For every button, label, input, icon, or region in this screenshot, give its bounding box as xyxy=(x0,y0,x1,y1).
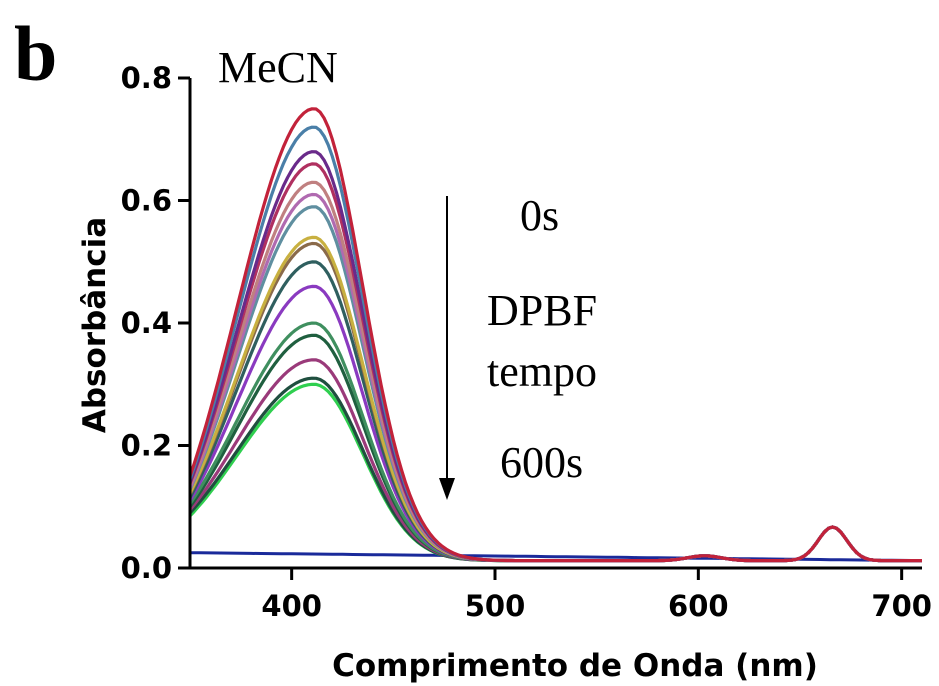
plot-area xyxy=(188,107,923,563)
y-tick-label: 0.8 xyxy=(121,61,172,95)
x-tick-label: 400 xyxy=(261,589,322,623)
y-axis-title: Absorbância xyxy=(77,217,113,433)
panel-label: b xyxy=(14,10,57,97)
spectrum-series-line xyxy=(188,107,922,563)
time-arrow-head xyxy=(439,478,455,500)
time-annotation: 0s DPBF tempo 600s xyxy=(439,191,597,500)
solvent-label: MeCN xyxy=(218,43,338,92)
y-tick-label: 0.0 xyxy=(121,551,172,585)
x-tick-label: 700 xyxy=(871,589,932,623)
y-tick-label: 0.4 xyxy=(121,306,172,340)
y-tick-label: 0.2 xyxy=(121,429,172,463)
end-time-label: 600s xyxy=(500,438,583,487)
y-tick-label: 0.6 xyxy=(121,184,172,218)
ticks: 0.0 0.2 0.4 0.6 0.8 400 500 600 700 xyxy=(121,61,932,623)
time-word-label: tempo xyxy=(487,347,597,396)
x-axis-title: Comprimento de Onda (nm) xyxy=(332,648,818,684)
x-tick-label: 500 xyxy=(465,589,526,623)
compound-label: DPBF xyxy=(487,286,597,335)
x-tick-label: 600 xyxy=(668,589,729,623)
start-time-label: 0s xyxy=(520,191,559,240)
